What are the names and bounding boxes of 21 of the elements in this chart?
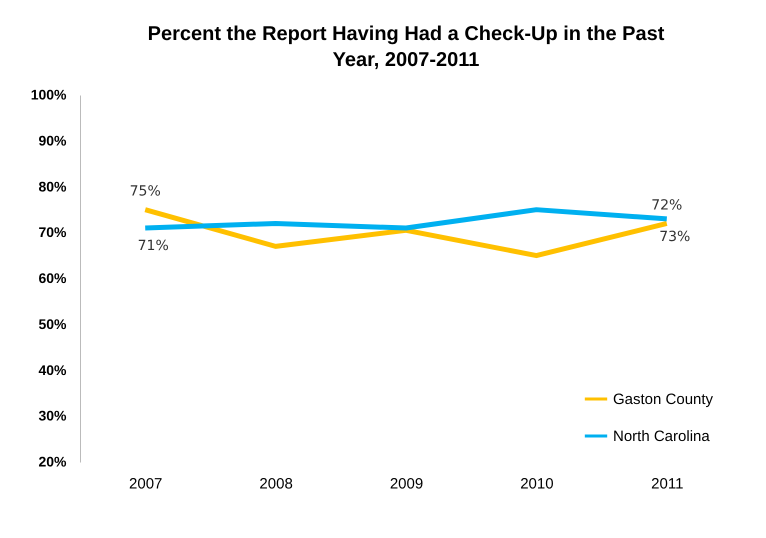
y-tick-label: 40% <box>38 362 68 378</box>
y-tick-label: 20% <box>38 454 68 470</box>
data-label: 71% <box>138 238 169 254</box>
y-tick-label: 90% <box>38 132 68 148</box>
x-tick-label: 2011 <box>651 476 684 492</box>
x-tick-label: 2010 <box>520 476 554 492</box>
y-tick-label: 100% <box>30 86 68 102</box>
legend-label: North Carolina <box>613 428 710 445</box>
y-tick-label: 50% <box>38 316 68 332</box>
legend-label: Gaston County <box>613 391 714 408</box>
x-tick-label: 2008 <box>259 476 293 492</box>
y-tick-label: 60% <box>38 270 68 286</box>
y-tick-label: 80% <box>38 178 68 194</box>
data-label: 73% <box>659 228 690 245</box>
chart-title: Percent the Report Having Had a Check-Up in the Past Year, 2007-2011 <box>148 23 665 71</box>
data-label: 75% <box>130 184 161 200</box>
y-tick-label: 30% <box>38 408 68 424</box>
x-tick-label: 2009 <box>390 476 424 492</box>
y-tick-label: 70% <box>38 224 68 240</box>
x-tick-label: 2007 <box>129 476 162 492</box>
data-label: 72% <box>651 197 682 214</box>
